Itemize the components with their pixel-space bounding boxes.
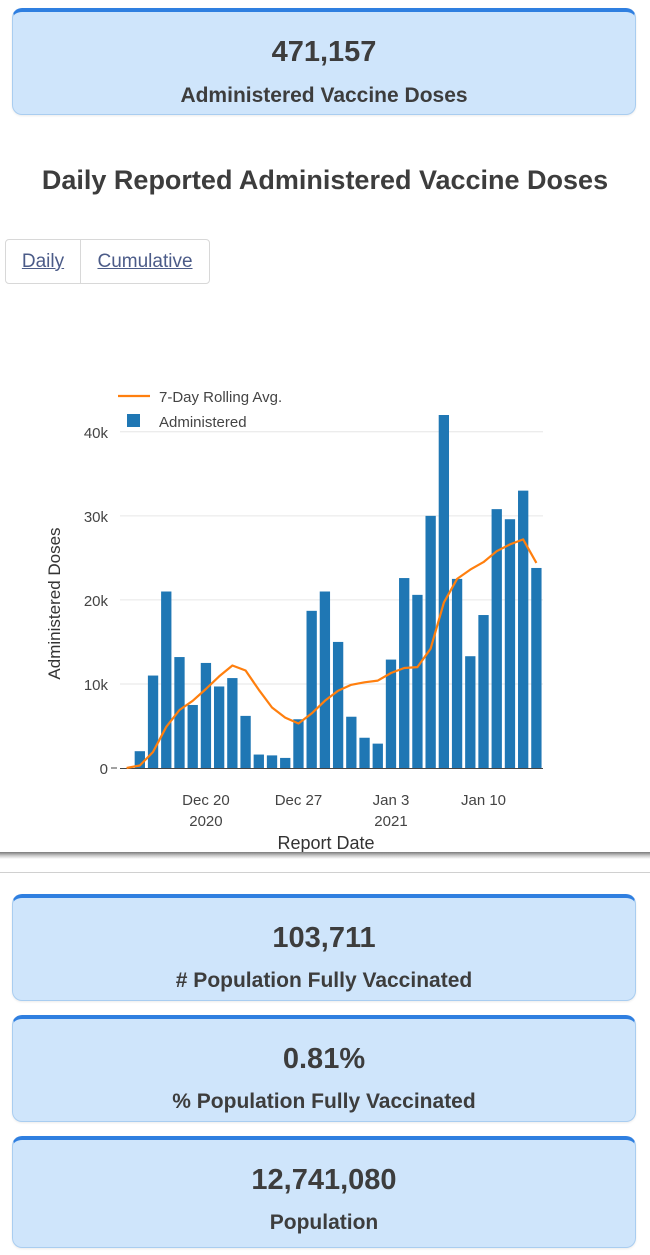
bar — [491, 509, 502, 768]
legend-label-rolling-avg: 7-Day Rolling Avg. — [159, 389, 282, 406]
bar — [253, 754, 264, 768]
fully-vaccinated-value: 103,711 — [272, 922, 376, 954]
administered-doses-label: Administered Vaccine Doses — [180, 84, 468, 107]
x-tick-label: Dec 27 — [275, 792, 323, 809]
fully-vaccinated-label: # Population Fully Vaccinated — [175, 969, 473, 992]
bar — [134, 751, 145, 768]
bar — [266, 755, 278, 768]
daily-toggle-button[interactable]: Daily — [6, 240, 81, 283]
bar — [531, 567, 542, 768]
bar — [438, 415, 450, 768]
population-label: Population — [269, 1211, 379, 1234]
x-tick-label: 2020 — [189, 813, 222, 830]
y-tick-label: 0 — [100, 761, 108, 778]
y-tick-label: 30k — [84, 509, 109, 526]
panel-divider — [0, 872, 650, 873]
x-tick-label: Jan 3 — [373, 792, 410, 809]
bar — [372, 743, 383, 768]
bar — [425, 515, 436, 768]
bar — [280, 757, 291, 768]
bar — [518, 490, 529, 768]
fully-vaccinated-card: 103,711 # Population Fully Vaccinated — [12, 894, 636, 1001]
bar — [359, 737, 370, 768]
view-toggle: Daily Cumulative — [5, 239, 210, 284]
legend-bar-swatch — [127, 414, 140, 427]
bar — [399, 578, 410, 768]
legend-label-administered: Administered — [159, 414, 247, 431]
bar — [385, 659, 397, 768]
x-tick-label: 2021 — [374, 813, 407, 830]
bar — [187, 704, 198, 768]
bar — [346, 716, 357, 768]
population-card: 12,741,080 Population — [12, 1136, 636, 1248]
bar — [213, 686, 225, 768]
bar — [240, 715, 251, 768]
y-tick-label: 10k — [84, 677, 109, 694]
bar — [174, 657, 185, 768]
y-tick-label: 20k — [84, 593, 109, 610]
pct-fully-vaccinated-card: 0.81% % Population Fully Vaccinated — [12, 1015, 636, 1122]
rolling-avg-line — [126, 538, 538, 770]
bar — [319, 591, 331, 768]
bar — [412, 594, 423, 768]
x-tick-label: Jan 10 — [461, 792, 506, 809]
section-title: Daily Reported Administered Vaccine Dose… — [41, 165, 609, 195]
bar — [332, 641, 344, 768]
bar — [200, 662, 212, 768]
bar — [504, 519, 516, 768]
bar — [147, 675, 159, 768]
x-tick-label: Dec 20 — [182, 792, 230, 809]
y-tick-label: 40k — [84, 425, 109, 442]
population-value: 12,741,080 — [251, 1164, 397, 1196]
administered-doses-value: 471,157 — [271, 36, 377, 68]
bar — [161, 591, 172, 768]
pct-fully-vaccinated-label: % Population Fully Vaccinated — [172, 1090, 476, 1113]
bar — [293, 719, 304, 768]
bar — [465, 656, 476, 768]
administered-doses-card: 471,157 Administered Vaccine Doses — [12, 8, 636, 115]
bar — [306, 610, 317, 768]
cumulative-toggle-button[interactable]: Cumulative — [97, 250, 193, 272]
bar — [478, 615, 489, 768]
chart-panel-shadow — [0, 852, 650, 859]
y-axis-title: Administered Doses — [45, 527, 64, 679]
x-axis-title: Report Date — [277, 833, 374, 852]
daily-doses-chart: 0 10k 20k 30k 40k Dec 20 2020 Dec 27 Jan 3 2021 Ja… — [45, 389, 543, 852]
bar — [451, 578, 463, 768]
bar — [227, 678, 238, 768]
pct-fully-vaccinated-value: 0.81% — [282, 1043, 366, 1075]
